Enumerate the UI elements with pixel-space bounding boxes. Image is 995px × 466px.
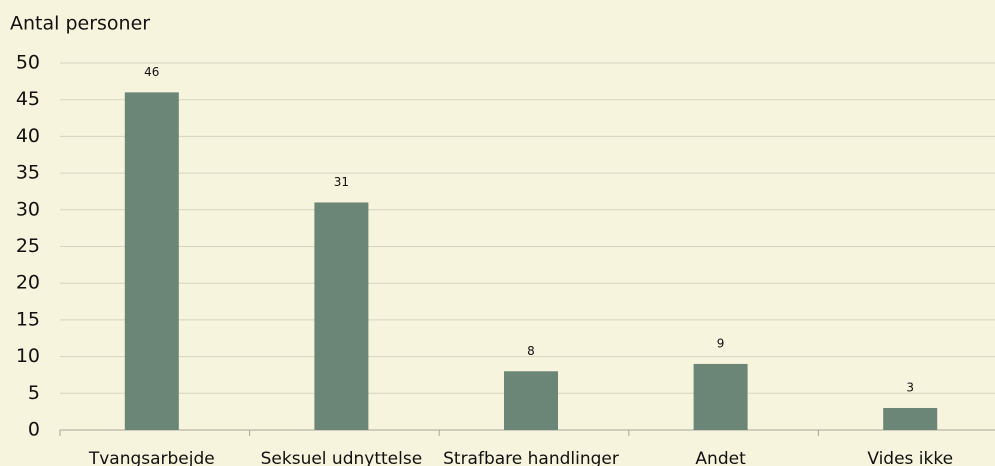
x-tick-label: Andet bbox=[695, 449, 746, 466]
y-tick-label: 40 bbox=[16, 125, 40, 147]
data-label: 8 bbox=[527, 344, 535, 358]
y-tick-label: 5 bbox=[28, 382, 40, 404]
bar bbox=[124, 92, 179, 431]
x-tick-label: Tvangsarbejde bbox=[88, 449, 215, 466]
x-tick-label: Vides ikke bbox=[867, 449, 953, 466]
bar bbox=[314, 202, 369, 430]
y-tick-label: 35 bbox=[16, 162, 40, 184]
y-tick-label: 30 bbox=[16, 198, 40, 220]
x-tick-label: Seksuel udnyttelse bbox=[261, 449, 423, 466]
data-label: 31 bbox=[334, 175, 349, 189]
y-tick-label: 15 bbox=[16, 308, 40, 330]
bar bbox=[693, 363, 748, 430]
y-tick-label: 25 bbox=[16, 235, 40, 257]
bar bbox=[504, 371, 558, 430]
y-tick-label: 0 bbox=[28, 419, 40, 441]
y-tick-label: 20 bbox=[16, 272, 40, 294]
data-label: 46 bbox=[144, 65, 159, 79]
y-axis-label: Antal personer bbox=[10, 13, 150, 35]
bar bbox=[883, 407, 938, 430]
y-tick-label: 50 bbox=[16, 52, 40, 74]
data-label: 9 bbox=[717, 336, 725, 350]
data-label: 3 bbox=[906, 380, 914, 394]
x-tick-label: Strafbare handlinger bbox=[443, 449, 619, 466]
y-tick-label: 10 bbox=[16, 345, 40, 367]
y-tick-label: 45 bbox=[16, 88, 40, 110]
